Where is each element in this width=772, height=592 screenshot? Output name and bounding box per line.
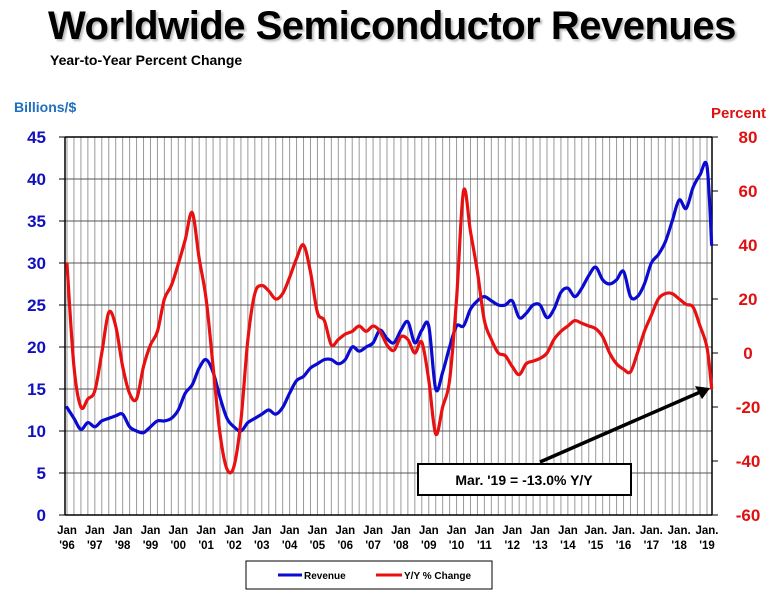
x-tick-label-month: Jan.	[584, 525, 607, 537]
x-tick-label-year: '96	[59, 540, 75, 552]
chart-title: Worldwide Semiconductor Revenues	[48, 4, 736, 48]
x-tick-label-month: Jan	[196, 525, 216, 537]
x-tick-label-year: '19	[699, 540, 715, 552]
annotation-arrow-line	[539, 390, 701, 464]
x-tick-label-year: '99	[143, 540, 159, 552]
left-tick-label: 45	[27, 128, 46, 147]
x-tick-label-month: Jan	[391, 525, 411, 537]
x-tick-label-month: Jan	[447, 525, 467, 537]
annotation: Mar. '19 = -13.0% Y/Y	[417, 386, 710, 496]
legend-revenue-label: Revenue	[304, 571, 346, 582]
x-tick-label-year: '16	[616, 540, 632, 552]
x-tick-label-year: '02	[226, 540, 242, 552]
x-tick-label-year: '13	[532, 540, 548, 552]
x-tick-label-year: '18	[671, 540, 687, 552]
right-axis-title: Percent	[711, 105, 766, 122]
left-tick-label: 25	[27, 296, 46, 315]
x-tick-label-year: '06	[337, 540, 353, 552]
right-tick-label: 40	[739, 236, 758, 255]
x-tick-label-year: '11	[477, 540, 492, 552]
x-tick-label-month: Jan	[474, 525, 494, 537]
left-tick-label: 5	[37, 464, 46, 483]
right-tick-label: -40	[736, 452, 761, 471]
x-tick-label-month: Jan.	[640, 525, 663, 537]
x-tick-label-month: Jan	[363, 525, 383, 537]
x-tick-label-month: Jan	[335, 525, 355, 537]
legend: Revenue Y/Y % Change	[245, 560, 493, 590]
x-tick-label-month: Jan	[530, 525, 550, 537]
x-tick-label-year: '17	[644, 540, 660, 552]
x-tick-label-month: Jan.	[612, 525, 635, 537]
right-tick-label: 80	[739, 128, 758, 147]
x-tick-label-year: '14	[560, 540, 576, 552]
left-tick-label: 10	[27, 422, 46, 441]
x-tick-label-year: '04	[282, 540, 298, 552]
annotation-arrowhead	[695, 386, 710, 400]
right-tick-label: -20	[736, 398, 761, 417]
axes: 0 5 10 15 20 25 30 35 40 45 -60 -40 -20 0 20 40 60 80 Bill…	[14, 99, 766, 552]
legend-yoy-label: Y/Y % Change	[404, 571, 471, 582]
x-tick-label-month: Jan	[85, 525, 105, 537]
x-tick-label-year: '98	[115, 540, 131, 552]
x-tick-label-year: '08	[393, 540, 409, 552]
x-tick-label-month: Jan	[252, 525, 272, 537]
x-tick-label-year: '10	[449, 540, 465, 552]
x-tick-label-month: Jan	[168, 525, 188, 537]
x-tick-label-year: '07	[365, 540, 381, 552]
x-tick-label-month: Jan	[502, 525, 522, 537]
yoy-change-line	[65, 187, 714, 475]
series-lines	[65, 160, 714, 475]
x-tick-label-month: Jan	[280, 525, 300, 537]
x-tick-label-month: Jan.	[668, 525, 691, 537]
chart-subtitle: Year-to-Year Percent Change	[50, 52, 243, 68]
x-tick-label-month: Jan.	[695, 525, 718, 537]
right-tick-label: -60	[736, 506, 761, 525]
x-tick-label-year: '00	[171, 540, 187, 552]
left-axis-title: Billions/$	[14, 99, 76, 115]
left-tick-label: 30	[27, 254, 46, 273]
revenue-line	[65, 160, 714, 435]
right-tick-label: 20	[739, 290, 758, 309]
x-tick-label-year: '97	[87, 540, 103, 552]
x-tick-label-month: Jan	[419, 525, 439, 537]
x-tick-label-year: '15	[588, 540, 604, 552]
left-tick-label: 20	[27, 338, 46, 357]
x-tick-label-month: Jan	[558, 525, 578, 537]
x-tick-label-year: '12	[504, 540, 520, 552]
annotation-box	[417, 463, 632, 496]
x-tick-label-year: '09	[421, 540, 437, 552]
left-tick-label: 0	[37, 506, 46, 525]
annotation-text: Mar. '19 = -13.0% Y/Y	[455, 472, 593, 488]
left-tick-label: 40	[27, 170, 46, 189]
grid	[65, 136, 712, 516]
left-tick-label: 15	[27, 380, 46, 399]
x-tick-label-month: Jan	[308, 525, 328, 537]
right-tick-label: 0	[743, 344, 752, 363]
x-tick-label-month: Jan	[141, 525, 161, 537]
x-tick-label-year: '03	[254, 540, 270, 552]
x-tick-label-month: Jan	[224, 525, 244, 537]
x-tick-label-month: Jan	[57, 525, 77, 537]
x-tick-label-month: Jan	[113, 525, 133, 537]
x-tick-label-year: '05	[310, 540, 326, 552]
x-tick-label-year: '01	[198, 540, 214, 552]
left-tick-label: 35	[27, 212, 46, 231]
right-tick-label: 60	[739, 182, 758, 201]
